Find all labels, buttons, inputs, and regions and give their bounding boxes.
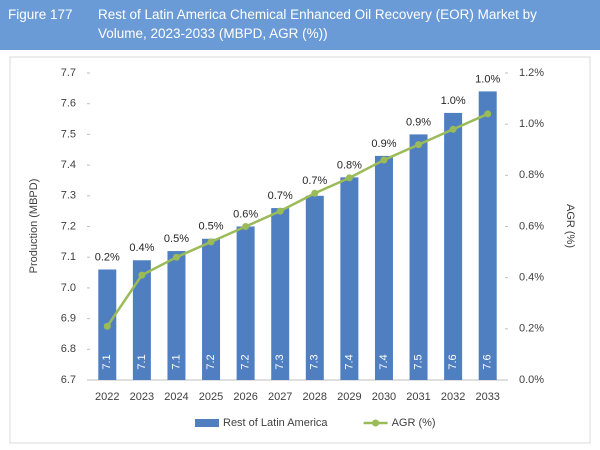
x-tick-label: 2024: [164, 391, 188, 403]
line-value-label: 0.2%: [95, 251, 120, 263]
x-tick-label: 2031: [406, 391, 430, 403]
y2-tick-label: 1.0%: [519, 118, 544, 130]
line-value-label: 0.9%: [371, 138, 396, 150]
header-banner: Figure 177 Rest of Latin America Chemica…: [0, 0, 600, 50]
bar-value-label: 7.2: [205, 354, 217, 369]
x-tick-label: 2022: [95, 391, 119, 403]
bar: [340, 177, 359, 380]
bar-value-label: 7.3: [274, 354, 286, 369]
y-tick-label: 7.4: [61, 159, 76, 171]
line-value-label: 0.7%: [268, 190, 293, 202]
line-value-label: 0.5%: [199, 221, 224, 233]
bar-value-label: 7.3: [309, 354, 321, 369]
bar-value-label: 7.2: [240, 354, 252, 369]
y-tick-label: 7.3: [61, 190, 76, 202]
line-marker: [207, 238, 215, 246]
line-value-label: 1.0%: [441, 95, 466, 107]
y-tick-label: 7.6: [61, 98, 76, 110]
line-marker: [380, 156, 388, 164]
line-marker: [345, 174, 353, 182]
x-tick-label: 2030: [372, 391, 396, 403]
line-marker: [276, 207, 284, 215]
line-value-label: 0.7%: [302, 175, 327, 187]
bar: [236, 226, 255, 380]
line-marker: [242, 223, 250, 230]
chart-title: Rest of Latin America Chemical Enhanced …: [98, 7, 537, 41]
x-tick-label: 2027: [268, 391, 292, 403]
x-tick-label: 2028: [303, 391, 327, 403]
bar: [409, 134, 428, 380]
line-value-label: 0.5%: [164, 233, 189, 245]
y-tick-label: 6.8: [61, 343, 76, 355]
bar: [374, 155, 393, 380]
line-value-label: 0.9%: [406, 116, 431, 128]
bar: [132, 260, 151, 380]
line-value-label: 0.8%: [337, 159, 362, 171]
y2-tick-label: 0.2%: [519, 323, 544, 335]
legend-label: Rest of Latin America: [223, 417, 328, 429]
line-marker: [484, 110, 492, 118]
bar-value-label: 7.4: [378, 354, 390, 369]
bar: [271, 208, 290, 380]
x-tick-label: 2029: [337, 391, 361, 403]
y-tick-label: 7.0: [61, 282, 76, 294]
y2-axis-title: AGR (%): [564, 204, 576, 248]
chart-frame: [9, 56, 591, 444]
figure-label: Figure 177: [8, 7, 73, 22]
line-marker: [172, 253, 180, 261]
y2-tick-label: 0.8%: [519, 169, 544, 181]
y-tick-label: 7.1: [61, 251, 76, 263]
x-tick-label: 2033: [475, 391, 499, 403]
y2-tick-label: 1.2%: [519, 67, 544, 79]
bar: [478, 91, 497, 381]
x-tick-label: 2023: [130, 391, 154, 403]
bar-value-label: 7.1: [101, 354, 113, 369]
y-tick-label: 6.7: [61, 374, 76, 386]
y-tick-label: 7.7: [61, 67, 76, 79]
y-tick-label: 6.9: [61, 313, 76, 325]
legend-label: AGR (%): [392, 417, 436, 429]
x-tick-label: 2025: [199, 391, 223, 403]
bar-value-label: 7.6: [447, 354, 459, 369]
legend-swatch: [195, 419, 219, 427]
line: [106, 112, 489, 327]
line-value-label: 0.6%: [233, 208, 258, 220]
bar: [305, 195, 324, 380]
line-value-label: 1.0%: [475, 73, 500, 85]
line-marker: [415, 141, 423, 149]
bar: [444, 112, 463, 380]
y2-tick-label: 0.4%: [519, 272, 544, 284]
line-marker: [311, 189, 319, 197]
legend-swatch: [372, 419, 380, 427]
x-tick-label: 2026: [233, 391, 257, 403]
line-marker: [449, 125, 457, 133]
bar-value-label: 7.1: [170, 354, 182, 369]
bar: [167, 251, 186, 380]
y-tick-label: 7.2: [61, 220, 76, 232]
bar-value-label: 7.1: [136, 354, 148, 369]
bar-value-label: 7.6: [482, 354, 494, 369]
y-tick-label: 7.5: [61, 128, 76, 140]
y-axis-title: Production (MBPD): [28, 179, 40, 274]
line-value-label: 0.4%: [129, 242, 154, 254]
line-marker: [138, 271, 146, 279]
line-marker: [103, 322, 111, 330]
y2-tick-label: 0.6%: [519, 220, 544, 232]
bar-value-label: 7.4: [343, 354, 355, 369]
y2-tick-label: 0.0%: [519, 374, 544, 386]
bar-value-label: 7.5: [412, 354, 424, 369]
bar: [202, 238, 221, 380]
x-tick-label: 2032: [441, 391, 465, 403]
